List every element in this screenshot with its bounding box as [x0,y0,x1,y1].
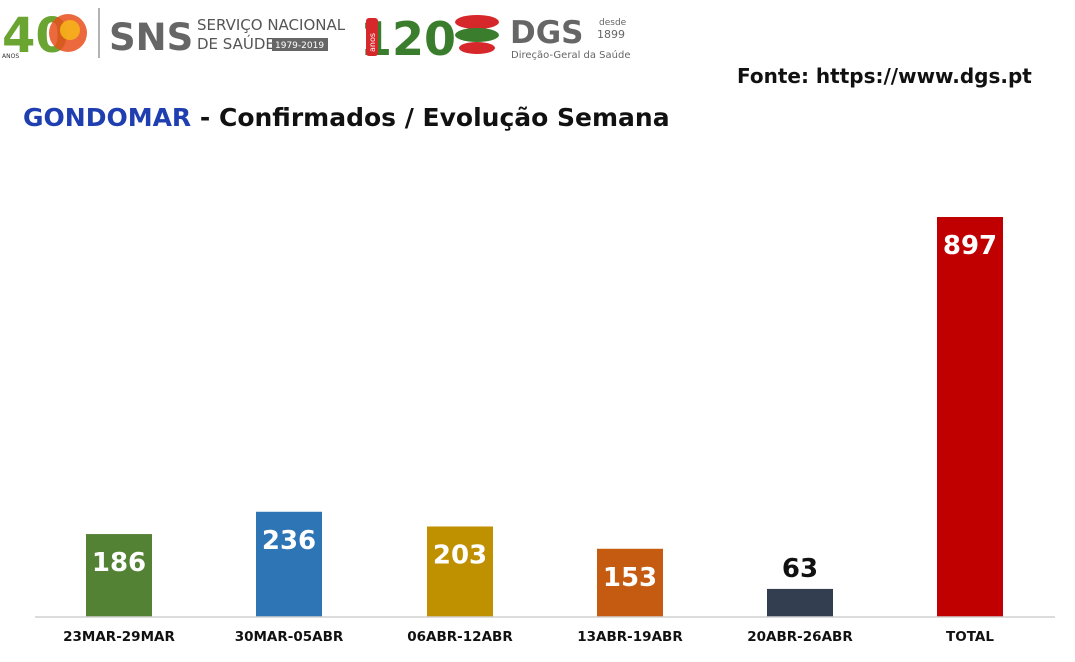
dgs-since-year: 1899 [597,28,625,41]
bar-13abr-19abr [597,548,663,617]
bar-value-label: 153 [603,563,657,593]
bar-total [937,217,1003,617]
anos-120-caption: anos [368,33,377,52]
bar-value-label: 897 [943,231,997,261]
logo-strip: 40 ANOS SNS SERVIÇO NACIONAL DE SAÚDE 19… [2,8,631,64]
category-label-group: 23MAR-29MAR 30MAR-05ABR 06ABR-12ABR 13ABR-1… [63,629,994,645]
dgs-emblem-icon [455,15,499,29]
bar-23mar-29mar [86,534,152,617]
bar-value-label: 63 [782,554,818,584]
sns-acronym: SNS [109,16,193,59]
anos-120-logo: 120 anos [360,12,456,64]
bar-value-label: 203 [433,540,487,570]
bar-group: 186 236 203 153 63 897 [86,217,1003,617]
bar-06abr-12abr [427,526,493,617]
source-text: Fonte: https://www.dgs.pt [737,64,1032,88]
sns-logo: SNS SERVIÇO NACIONAL DE SAÚDE 1979-2019 [109,16,346,59]
category-label: 20ABR-26ABR [747,629,853,645]
dgs-logo: DGS desde 1899 Direção-Geral da Saúde [455,15,631,61]
bar-chart: 186 236 203 153 63 897 23MAR-29MAR 30MAR-05ABR… [35,217,1055,645]
dgs-acronym: DGS [510,15,584,51]
anos-40-caption: ANOS [2,53,19,60]
chart-title-rest: - Confirmados / Evolução Semana [191,103,670,132]
category-label: 13ABR-19ABR [577,629,683,645]
sns-line2: DE SAÚDE [197,34,275,53]
bar-20abr-26abr [767,588,833,617]
anos-40-logo: 40 ANOS [2,8,87,64]
sns-line1: SERVIÇO NACIONAL [197,16,346,34]
bar-30mar-05abr [256,511,322,617]
category-label: 23MAR-29MAR [63,629,175,645]
chart-title-place: GONDOMAR [23,103,192,132]
dgs-subtitle: Direção-Geral da Saúde [511,49,631,61]
category-label: 30MAR-05ABR [235,629,344,645]
sns-years: 1979-2019 [275,41,324,51]
dgs-since-word: desde [599,18,627,28]
category-label: 06ABR-12ABR [407,629,513,645]
bar-value-label: 236 [262,526,316,556]
bar-value-label: 186 [92,548,146,578]
chart-title: GONDOMAR - Confirmados / Evolução Semana [23,103,670,132]
category-label: TOTAL [946,629,994,645]
